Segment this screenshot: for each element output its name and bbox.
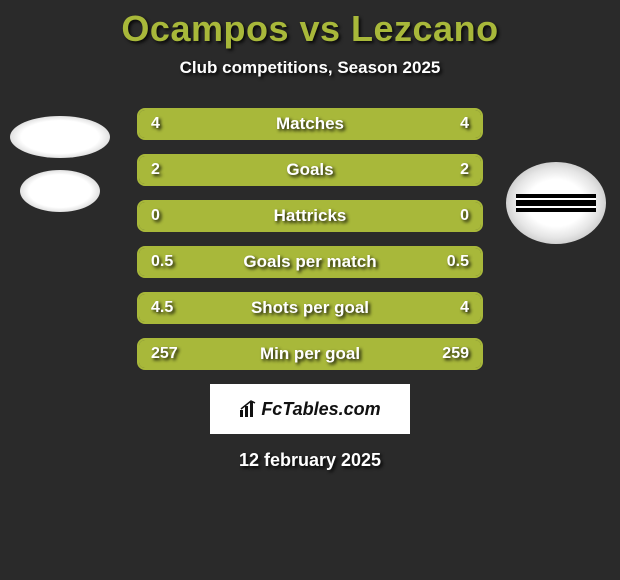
page-subtitle: Club competitions, Season 2025 — [0, 58, 620, 78]
stat-value-right: 4 — [460, 299, 469, 317]
stat-label: Goals per match — [139, 252, 481, 272]
page-title: Ocampos vs Lezcano — [0, 0, 620, 50]
stats-area: 4 Matches 4 2 Goals 2 0 Hattricks 0 0.5 … — [0, 108, 620, 370]
stat-label: Goals — [139, 160, 481, 180]
stat-value-right: 0.5 — [447, 253, 469, 271]
chart-icon — [239, 400, 257, 418]
stat-row-hattricks: 0 Hattricks 0 — [137, 200, 483, 232]
stat-value-right: 259 — [442, 345, 469, 363]
date-label: 12 february 2025 — [0, 450, 620, 471]
stat-label: Matches — [139, 114, 481, 134]
stat-row-matches: 4 Matches 4 — [137, 108, 483, 140]
fctables-label: FcTables.com — [261, 399, 380, 420]
stat-row-goals-per-match: 0.5 Goals per match 0.5 — [137, 246, 483, 278]
stat-value-right: 2 — [460, 161, 469, 179]
stat-row-shots-per-goal: 4.5 Shots per goal 4 — [137, 292, 483, 324]
stat-label: Min per goal — [139, 344, 481, 364]
stat-value-right: 4 — [460, 115, 469, 133]
stat-row-min-per-goal: 257 Min per goal 259 — [137, 338, 483, 370]
stat-label: Shots per goal — [139, 298, 481, 318]
stat-value-right: 0 — [460, 207, 469, 225]
stat-label: Hattricks — [139, 206, 481, 226]
fctables-link[interactable]: FcTables.com — [210, 384, 410, 434]
comparison-widget: Ocampos vs Lezcano Club competitions, Se… — [0, 0, 620, 580]
stat-row-goals: 2 Goals 2 — [137, 154, 483, 186]
